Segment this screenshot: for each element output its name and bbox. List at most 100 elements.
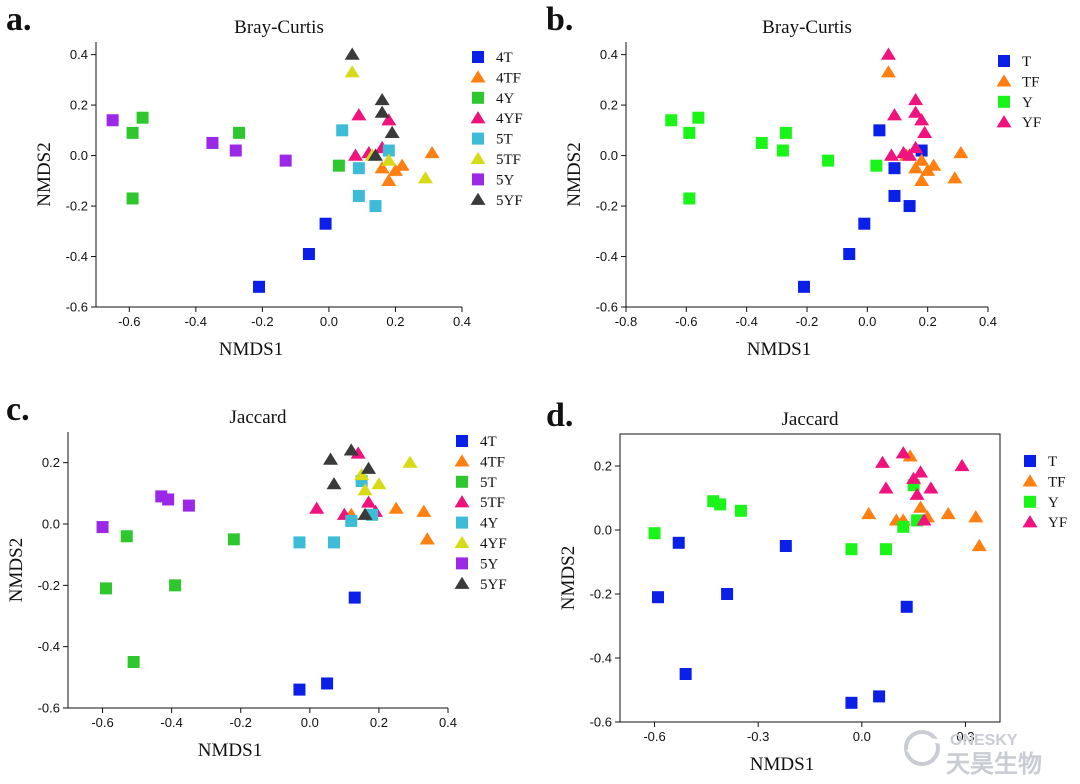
legend-label: 4YF	[496, 111, 523, 127]
y-axis-label: NMDS2	[34, 142, 55, 206]
data-point	[309, 501, 325, 514]
legend-label: 4YF	[480, 536, 507, 552]
data-point	[875, 455, 891, 468]
data-point	[182, 499, 195, 512]
data-point	[888, 189, 901, 202]
data-point	[968, 510, 984, 523]
data-point	[381, 173, 397, 186]
data-point	[908, 140, 924, 154]
legend-label: 5Y	[480, 556, 499, 572]
legend-marker	[996, 74, 1012, 87]
data-point	[683, 192, 696, 205]
data-point	[888, 162, 901, 175]
x-tick-label: 0.2	[919, 314, 937, 329]
legend: T TF Y YF	[1022, 454, 1067, 531]
x-tick-label: -0.8	[615, 314, 637, 329]
data-point	[348, 591, 361, 604]
plot-frame	[619, 433, 1001, 723]
data-point	[384, 125, 400, 138]
data-point	[873, 690, 886, 703]
x-tick-label: 0.2	[386, 314, 404, 329]
chart-title: Bray-Curtis	[762, 17, 852, 38]
legend-label: T	[1022, 54, 1031, 70]
legend-marker	[456, 516, 468, 529]
y-tick-label: -0.4	[590, 651, 612, 666]
data-point	[648, 527, 661, 540]
data-point	[229, 144, 242, 157]
data-point	[206, 136, 219, 149]
y-tick-label: -0.6	[38, 701, 60, 716]
data-point	[873, 124, 886, 137]
data-point	[886, 108, 902, 121]
data-point	[902, 148, 918, 161]
legend-marker	[456, 435, 468, 447]
watermark: ONESKY 天昊生物	[904, 730, 1042, 778]
legend-marker	[470, 111, 486, 124]
x-tick-label: 0.3	[956, 729, 974, 744]
y-tick-label: -0.6	[590, 715, 612, 730]
legend-label: T	[1048, 454, 1057, 470]
y-tick-label: 0.2	[594, 459, 612, 474]
y-tick-label: -0.4	[66, 249, 88, 264]
series-Y	[648, 479, 924, 556]
data-point	[721, 588, 734, 600]
data-point	[908, 105, 924, 118]
data-point	[917, 125, 933, 138]
x-tick-label: 0.2	[370, 715, 388, 730]
chart-title: Jaccard	[782, 409, 839, 430]
y-tick-label: 0.2	[42, 455, 60, 470]
x-tick-label: -0.6	[675, 314, 697, 329]
series-4T	[293, 591, 361, 696]
series-4TF	[343, 501, 435, 545]
data-point	[402, 455, 418, 468]
data-point	[369, 200, 382, 213]
data-point	[903, 200, 916, 213]
watermark-line1: ONESKY	[950, 732, 1018, 749]
data-point	[900, 600, 913, 613]
y-tick-label: 0.0	[594, 523, 612, 538]
data-point	[914, 113, 930, 126]
legend-label: 4TF	[480, 454, 505, 470]
data-point	[227, 533, 240, 546]
data-point	[374, 105, 390, 118]
data-point	[416, 504, 432, 517]
data-point	[692, 111, 705, 124]
axis-lines	[95, 42, 462, 308]
legend: 4T 4TF 4Y 4YF 5T 5TF 5Y 5YF	[470, 50, 523, 209]
data-point	[279, 154, 292, 167]
data-point	[162, 493, 175, 506]
x-axis-label: NMDS1	[219, 339, 283, 360]
series-T	[797, 124, 928, 293]
data-point	[344, 65, 360, 78]
legend-label: 5T	[480, 475, 497, 491]
x-tick-label: -0.6	[643, 729, 665, 744]
y-tick-label: -0.4	[38, 639, 60, 654]
data-point	[127, 656, 140, 668]
data-point	[126, 126, 139, 139]
series-5YF	[323, 443, 377, 520]
legend-marker	[472, 173, 484, 186]
data-point	[714, 498, 727, 511]
y-tick-label: 0.2	[600, 98, 618, 113]
panel-letter: b.	[546, 1, 573, 38]
data-point	[880, 543, 892, 556]
data-point	[352, 162, 365, 175]
legend-label: 5Y	[496, 172, 515, 188]
data-point	[253, 280, 266, 293]
legend-label: 4Y	[496, 91, 515, 107]
data-point	[954, 458, 970, 472]
data-point	[319, 217, 332, 230]
panel-letter: c.	[6, 391, 30, 428]
legend-marker	[998, 55, 1010, 67]
legend-marker	[470, 192, 486, 205]
data-point	[971, 538, 987, 552]
data-point	[861, 506, 877, 520]
legend: T TF Y YF	[996, 54, 1041, 131]
series-5Y	[106, 114, 292, 167]
legend-marker	[456, 557, 468, 570]
x-tick-label: 0.0	[320, 314, 338, 329]
data-point	[323, 452, 339, 465]
data-point	[96, 521, 109, 534]
legend-marker	[456, 475, 468, 488]
